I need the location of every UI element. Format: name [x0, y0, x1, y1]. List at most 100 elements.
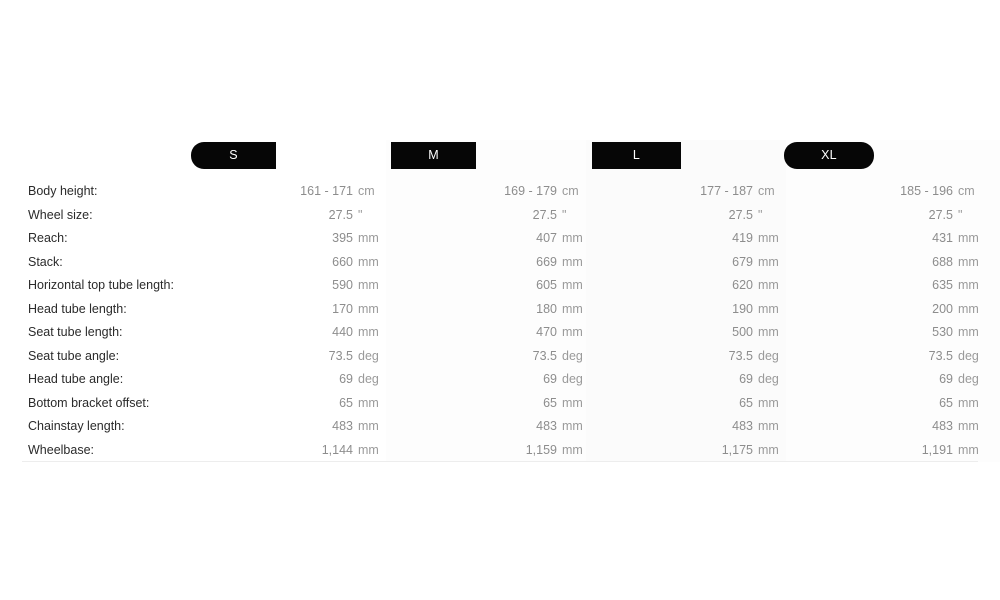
- spec-value: 483: [732, 419, 753, 433]
- spec-label: Horizontal top tube length:: [28, 278, 174, 292]
- spec-value: 73.5: [728, 348, 753, 363]
- size-header-row: S M L XL: [0, 142, 1000, 170]
- spec-label: Wheelbase:: [28, 442, 95, 457]
- spec-value: 65: [339, 395, 353, 410]
- spec-unit: mm: [758, 301, 779, 316]
- spec-value: 161 - 171: [300, 184, 353, 198]
- spec-value: 65: [543, 395, 557, 410]
- spec-unit: mm: [758, 442, 779, 457]
- spec-unit: mm: [958, 419, 979, 433]
- spec-unit: mm: [958, 395, 979, 410]
- spec-unit: deg: [958, 348, 979, 363]
- size-badge-l[interactable]: L: [592, 142, 681, 169]
- spec-value: 170: [332, 301, 353, 316]
- spec-unit: mm: [562, 419, 583, 433]
- spec-value: 407: [536, 231, 557, 245]
- spec-value: 69: [939, 372, 953, 386]
- spec-unit: mm: [758, 419, 779, 433]
- spec-unit: mm: [562, 278, 583, 292]
- spec-value: 530: [932, 325, 953, 339]
- size-badge-m[interactable]: M: [391, 142, 476, 169]
- spec-unit: mm: [358, 442, 379, 457]
- spec-value: 431: [932, 231, 953, 245]
- table-row: Bottom bracket offset: 65 mm 65 mm 65 mm 65 mm: [0, 392, 1000, 416]
- spec-unit: mm: [358, 231, 379, 245]
- spec-label: Head tube length:: [28, 301, 127, 316]
- spec-value: 65: [939, 395, 953, 410]
- spec-value: 660: [332, 254, 353, 269]
- spec-unit: mm: [358, 301, 379, 316]
- spec-value: 620: [732, 278, 753, 292]
- spec-unit: deg: [758, 372, 779, 386]
- spec-value: 605: [536, 278, 557, 292]
- spec-value: 73.5: [532, 348, 557, 363]
- spec-value: 419: [732, 231, 753, 245]
- spec-unit: ": [758, 207, 763, 222]
- spec-unit: mm: [958, 301, 979, 316]
- spec-value: 185 - 196: [900, 184, 953, 198]
- spec-unit: mm: [562, 442, 583, 457]
- spec-unit: ": [958, 207, 963, 222]
- spec-unit: mm: [358, 325, 379, 339]
- size-badge-xl[interactable]: XL: [784, 142, 874, 169]
- spec-value: 470: [536, 325, 557, 339]
- spec-value: 169 - 179: [504, 184, 557, 198]
- table-row: Head tube angle: 69 deg 69 deg 69 deg 69 deg: [0, 368, 1000, 392]
- spec-value: 190: [732, 301, 753, 316]
- spec-unit: mm: [758, 325, 779, 339]
- spec-label: Reach:: [28, 231, 68, 245]
- spec-value: 483: [536, 419, 557, 433]
- spec-label: Head tube angle:: [28, 372, 124, 386]
- spec-unit: deg: [958, 372, 979, 386]
- spec-value: 69: [543, 372, 557, 386]
- spec-unit: mm: [758, 395, 779, 410]
- spec-value: 688: [932, 254, 953, 269]
- table-row: Stack: 660 mm 669 mm 679 mm 688 mm: [0, 251, 1000, 275]
- spec-value: 180: [536, 301, 557, 316]
- table-row: Seat tube length: 440 mm 470 mm 500 mm 530 mm: [0, 321, 1000, 345]
- table-row: Horizontal top tube length: 590 mm 605 mm 620…: [0, 274, 1000, 298]
- spec-value: 200: [932, 301, 953, 316]
- spec-value: 69: [739, 372, 753, 386]
- spec-unit: mm: [358, 278, 379, 292]
- spec-value: 500: [732, 325, 753, 339]
- spec-label: Chainstay length:: [28, 419, 125, 433]
- spec-value: 73.5: [928, 348, 953, 363]
- spec-value: 590: [332, 278, 353, 292]
- spec-unit: mm: [358, 419, 379, 433]
- table-row: Reach: 395 mm 407 mm 419 mm 431 mm: [0, 227, 1000, 251]
- size-badge-s[interactable]: S: [191, 142, 276, 169]
- spec-value: 1,191: [921, 442, 953, 457]
- spec-unit: mm: [358, 395, 379, 410]
- spec-unit: mm: [958, 325, 979, 339]
- spec-unit: cm: [358, 184, 375, 198]
- spec-unit: cm: [758, 184, 775, 198]
- spec-value: 27.5: [728, 207, 753, 222]
- spec-label: Stack:: [28, 254, 63, 269]
- spec-unit: mm: [958, 278, 979, 292]
- spec-value: 69: [339, 372, 353, 386]
- spec-value: 27.5: [928, 207, 953, 222]
- spec-label: Seat tube angle:: [28, 348, 120, 363]
- spec-value: 1,144: [321, 442, 353, 457]
- spec-value: 669: [536, 254, 557, 269]
- spec-value: 440: [332, 325, 353, 339]
- spec-unit: mm: [562, 254, 583, 269]
- spec-value: 65: [739, 395, 753, 410]
- spec-unit: cm: [958, 184, 975, 198]
- spec-unit: mm: [958, 231, 979, 245]
- spec-unit: mm: [758, 231, 779, 245]
- spec-unit: mm: [958, 254, 979, 269]
- table-row: Wheelbase: 1,144 mm 1,159 mm 1,175 mm 1,191 mm: [0, 439, 1000, 463]
- spec-label: Seat tube length:: [28, 325, 123, 339]
- spec-value: 1,175: [721, 442, 753, 457]
- spec-label: Body height:: [28, 184, 98, 198]
- spec-unit: mm: [562, 325, 583, 339]
- spec-value: 635: [932, 278, 953, 292]
- spec-value: 27.5: [328, 207, 353, 222]
- spec-unit: mm: [758, 278, 779, 292]
- spec-unit: ": [562, 207, 567, 222]
- spec-value: 395: [332, 231, 353, 245]
- spec-unit: deg: [358, 348, 379, 363]
